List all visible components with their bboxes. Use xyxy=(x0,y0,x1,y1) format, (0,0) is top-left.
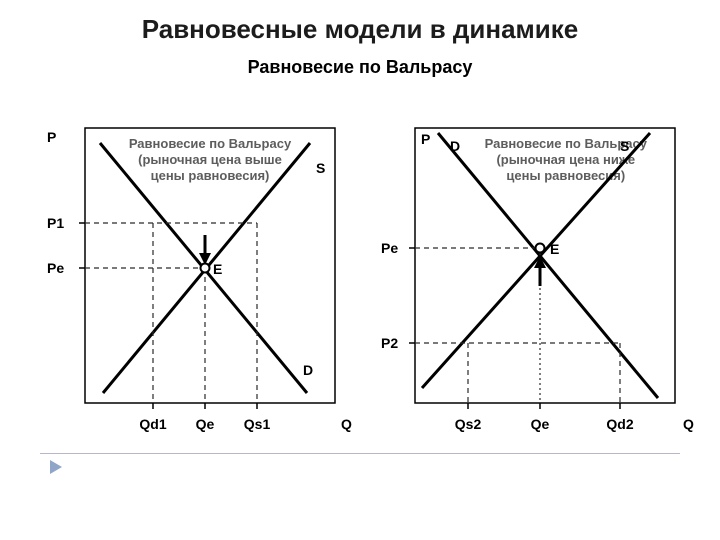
chart-left: Равновесие по Вальрасу(рыночная цена выш… xyxy=(25,88,360,443)
svg-text:E: E xyxy=(550,241,559,257)
svg-text:Qd2: Qd2 xyxy=(606,416,633,432)
svg-text:Равновесие по Вальрасу: Равновесие по Вальрасу xyxy=(129,136,292,151)
svg-text:Qе: Qе xyxy=(531,416,550,432)
svg-text:P2: P2 xyxy=(381,335,398,351)
svg-text:P: P xyxy=(421,131,430,147)
page: Равновесные модели в динамике Равновесие… xyxy=(0,0,720,540)
svg-text:S: S xyxy=(620,138,629,154)
svg-text:D: D xyxy=(303,362,313,378)
svg-text:Qs2: Qs2 xyxy=(455,416,482,432)
svg-text:D: D xyxy=(450,138,460,154)
svg-text:Q: Q xyxy=(683,416,694,432)
svg-text:Qs1: Qs1 xyxy=(244,416,271,432)
chart-right: Равновесие по Вальрасу(рыночная цена ниж… xyxy=(360,88,695,443)
svg-text:Qe: Qe xyxy=(196,416,215,432)
svg-text:P: P xyxy=(47,129,56,145)
page-title: Равновесные модели в динамике xyxy=(0,0,720,45)
charts-row: Равновесие по Вальрасу(рыночная цена выш… xyxy=(0,88,720,443)
svg-text:Q: Q xyxy=(341,416,352,432)
svg-text:S: S xyxy=(316,160,325,176)
svg-text:Pe: Pe xyxy=(381,240,398,256)
bullet-icon xyxy=(50,460,720,474)
svg-text:Pe: Pe xyxy=(47,260,64,276)
divider-line xyxy=(40,453,680,454)
svg-text:(рыночная цена ниже: (рыночная цена ниже xyxy=(496,152,635,167)
svg-text:E: E xyxy=(213,261,222,277)
svg-text:цены равновесия): цены равновесия) xyxy=(151,168,270,183)
svg-text:Qd1: Qd1 xyxy=(139,416,166,432)
page-subtitle: Равновесие по Вальрасу xyxy=(0,57,720,78)
svg-text:(рыночная цена выше: (рыночная цена выше xyxy=(138,152,282,167)
svg-text:P1: P1 xyxy=(47,215,64,231)
